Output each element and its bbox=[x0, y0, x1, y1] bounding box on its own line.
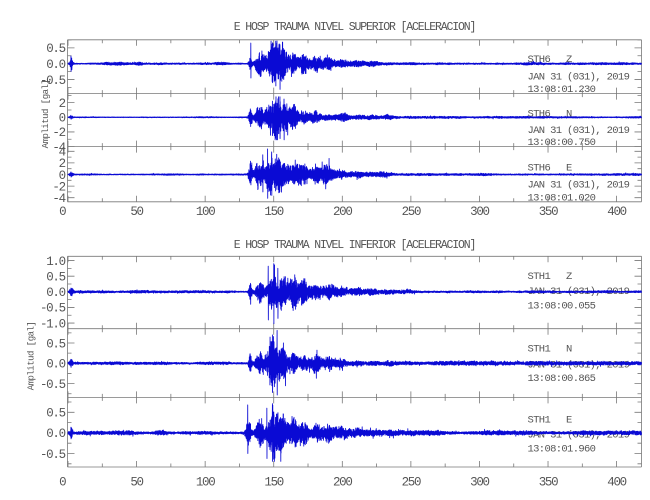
svg-text:E HOSP TRAUMA NIVEL SUPERIOR [: E HOSP TRAUMA NIVEL SUPERIOR [ACELERACIO… bbox=[234, 21, 476, 34]
svg-text:-1.0: -1.0 bbox=[40, 317, 66, 331]
svg-text:E: E bbox=[566, 162, 572, 174]
svg-text:0: 0 bbox=[59, 475, 66, 489]
svg-text:Z: Z bbox=[566, 54, 572, 66]
svg-text:350: 350 bbox=[539, 205, 558, 219]
svg-text:1.0: 1.0 bbox=[46, 255, 65, 269]
svg-text:N: N bbox=[566, 108, 572, 120]
svg-text:13:08:00.865: 13:08:00.865 bbox=[528, 373, 596, 385]
svg-text:0.0: 0.0 bbox=[46, 286, 65, 300]
svg-text:150: 150 bbox=[264, 475, 283, 489]
svg-text:200: 200 bbox=[333, 475, 352, 489]
svg-text:-0.5: -0.5 bbox=[40, 302, 66, 316]
svg-text:Amplitud [gal]: Amplitud [gal] bbox=[41, 80, 51, 149]
svg-text:0.0: 0.0 bbox=[46, 58, 65, 72]
svg-text:-0.5: -0.5 bbox=[40, 74, 66, 88]
svg-text:250: 250 bbox=[402, 205, 421, 219]
svg-text:150: 150 bbox=[264, 205, 283, 219]
svg-text:2: 2 bbox=[59, 157, 66, 171]
svg-text:13:08:01.020: 13:08:01.020 bbox=[528, 192, 596, 204]
svg-text:Z: Z bbox=[566, 271, 572, 283]
svg-text:0.5: 0.5 bbox=[46, 42, 65, 56]
svg-text:350: 350 bbox=[539, 475, 558, 489]
svg-text:2: 2 bbox=[59, 97, 66, 111]
svg-text:0: 0 bbox=[59, 112, 66, 126]
svg-text:E HOSP TRAUMA NIVEL INFERIOR [: E HOSP TRAUMA NIVEL INFERIOR [ACELERACIO… bbox=[234, 239, 476, 252]
svg-text:13:08:00.750: 13:08:00.750 bbox=[528, 137, 596, 149]
svg-text:JAN 31 (031), 2019: JAN 31 (031), 2019 bbox=[528, 125, 630, 137]
svg-text:0.5: 0.5 bbox=[46, 407, 65, 421]
svg-text:JAN 31 (031), 2019: JAN 31 (031), 2019 bbox=[528, 179, 630, 191]
svg-text:250: 250 bbox=[402, 475, 421, 489]
svg-text:JAN 31 (031), 2019: JAN 31 (031), 2019 bbox=[528, 429, 630, 441]
svg-text:-0.5: -0.5 bbox=[40, 448, 66, 462]
svg-text:0: 0 bbox=[59, 169, 66, 183]
svg-text:0.0: 0.0 bbox=[46, 427, 65, 441]
svg-text:0: 0 bbox=[59, 205, 66, 219]
svg-text:200: 200 bbox=[333, 205, 352, 219]
svg-text:-0.5: -0.5 bbox=[40, 378, 66, 392]
svg-text:STH1: STH1 bbox=[528, 343, 551, 355]
svg-text:300: 300 bbox=[470, 205, 489, 219]
svg-text:50: 50 bbox=[130, 475, 143, 489]
svg-text:4: 4 bbox=[59, 146, 66, 160]
svg-text:400: 400 bbox=[607, 205, 626, 219]
svg-text:STH1: STH1 bbox=[528, 414, 551, 426]
svg-text:0.0: 0.0 bbox=[46, 358, 65, 372]
svg-text:0.5: 0.5 bbox=[46, 337, 65, 351]
svg-text:0.5: 0.5 bbox=[46, 270, 65, 284]
svg-text:100: 100 bbox=[196, 475, 215, 489]
svg-text:Amplitud [gal]: Amplitud [gal] bbox=[27, 322, 37, 391]
svg-text:E: E bbox=[566, 414, 572, 426]
svg-text:13:08:00.055: 13:08:00.055 bbox=[528, 301, 596, 313]
svg-text:13:08:01.960: 13:08:01.960 bbox=[528, 443, 596, 455]
svg-text:-2: -2 bbox=[52, 180, 65, 194]
svg-text:300: 300 bbox=[470, 475, 489, 489]
svg-text:N: N bbox=[566, 343, 572, 355]
svg-text:-2: -2 bbox=[52, 126, 65, 140]
svg-text:STH6: STH6 bbox=[528, 162, 551, 174]
svg-text:-4: -4 bbox=[52, 192, 65, 206]
svg-text:400: 400 bbox=[607, 475, 626, 489]
svg-text:STH1: STH1 bbox=[528, 271, 551, 283]
svg-text:JAN 31 (031), 2019: JAN 31 (031), 2019 bbox=[528, 71, 630, 83]
svg-text:100: 100 bbox=[196, 205, 215, 219]
svg-text:50: 50 bbox=[130, 205, 143, 219]
svg-text:-4: -4 bbox=[52, 141, 65, 155]
svg-text:13:08:01.230: 13:08:01.230 bbox=[528, 84, 596, 96]
